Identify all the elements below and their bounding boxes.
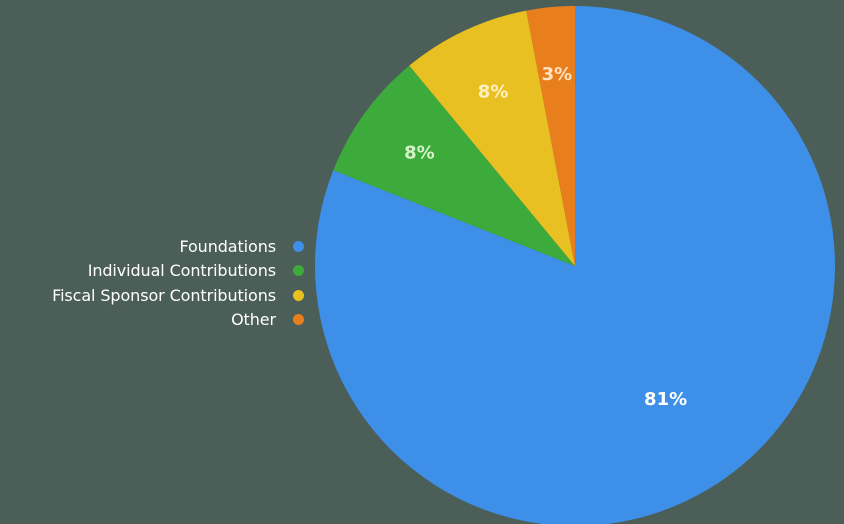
slice-label-foundations: 81%	[644, 389, 687, 410]
slice-label-individual-contributions: 8%	[404, 142, 435, 163]
legend-label-individual-contributions: Individual Contributions	[87, 261, 276, 281]
legend-swatch-other	[293, 314, 304, 326]
slice-label-fiscal-sponsor-contributions: 8%	[478, 81, 509, 102]
pie-slice-fiscal-sponsor-contributions[interactable]	[409, 10, 575, 266]
legend-item-individual-contributions[interactable]: Individual Contributions	[52, 260, 304, 283]
legend-label-foundations: Foundations	[179, 236, 276, 256]
legend-swatch-individual-contributions	[293, 265, 304, 277]
legend-item-other[interactable]: Other	[52, 309, 304, 332]
legend-label-other: Other	[231, 310, 276, 330]
pie-slice-foundations[interactable]	[315, 6, 835, 524]
slice-label-other: 3%	[542, 64, 573, 85]
legend-swatch-foundations	[293, 240, 304, 252]
pie-slice-individual-contributions[interactable]	[333, 65, 575, 266]
legend-label-fiscal-sponsor-contributions: Fiscal Sponsor Contributions	[52, 285, 276, 305]
legend-item-foundations[interactable]: Foundations	[52, 235, 304, 258]
legend-swatch-fiscal-sponsor-contributions	[293, 289, 304, 301]
pie-slice-other[interactable]	[526, 6, 575, 266]
legend-item-fiscal-sponsor-contributions[interactable]: Fiscal Sponsor Contributions	[52, 284, 304, 307]
chart-legend: Foundations Individual Contributions Fis…	[52, 235, 304, 331]
